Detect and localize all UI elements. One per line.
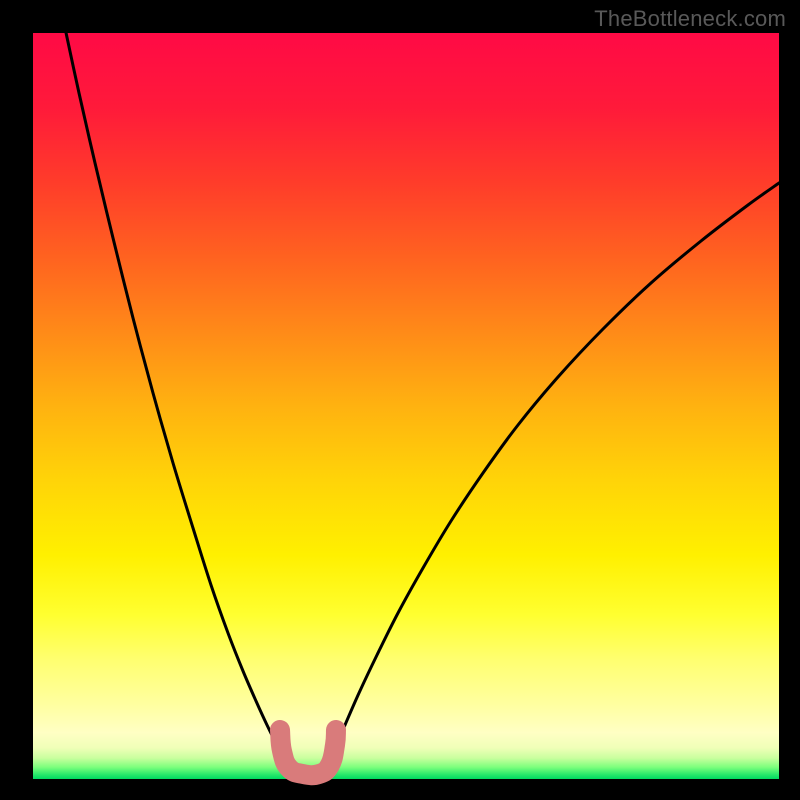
chart-svg-layer [33, 33, 779, 779]
chart-plot-area [33, 33, 779, 779]
watermark-text: TheBottleneck.com [594, 6, 786, 32]
highlight-u-shape [280, 730, 336, 775]
bottleneck-curve [65, 28, 779, 776]
